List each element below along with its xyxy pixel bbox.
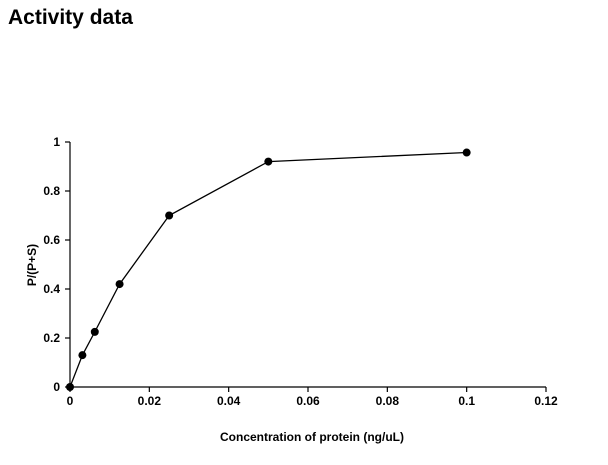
y-tick-label: 0.6 xyxy=(43,233,60,247)
x-tick-label: 0.12 xyxy=(534,394,558,408)
x-tick-label: 0.08 xyxy=(376,394,400,408)
x-tick-label: 0.06 xyxy=(296,394,320,408)
y-tick-label: 0.4 xyxy=(43,282,60,296)
x-tick-label: 0.04 xyxy=(217,394,241,408)
x-tick-label: 0 xyxy=(67,394,74,408)
data-point xyxy=(90,327,99,336)
page-title: Activity data xyxy=(8,6,133,29)
x-axis-ticks: 0 0.02 0.04 0.06 0.08 0.1 0.12 xyxy=(67,387,558,408)
y-tick-label: 0.2 xyxy=(43,331,60,345)
chart-axes xyxy=(69,142,546,388)
data-point xyxy=(264,157,273,166)
data-point xyxy=(66,383,74,391)
y-axis-ticks: 0 0.2 0.4 0.6 0.8 1 xyxy=(43,135,70,394)
data-point xyxy=(165,211,174,220)
series-line xyxy=(69,151,467,388)
data-point xyxy=(78,351,87,360)
x-tick-label: 0.1 xyxy=(458,394,475,408)
y-tick-label: 1 xyxy=(53,135,60,149)
y-tick-label: 0 xyxy=(53,380,60,394)
x-tick-label: 0.02 xyxy=(138,394,162,408)
chart-series xyxy=(66,148,471,391)
y-axis-title: P/(P+S) xyxy=(25,244,39,286)
x-axis-title: Concentration of protein (ng/uL) xyxy=(220,430,404,444)
data-point xyxy=(115,280,124,289)
y-tick-label: 0.8 xyxy=(43,184,60,198)
data-point xyxy=(462,148,471,157)
